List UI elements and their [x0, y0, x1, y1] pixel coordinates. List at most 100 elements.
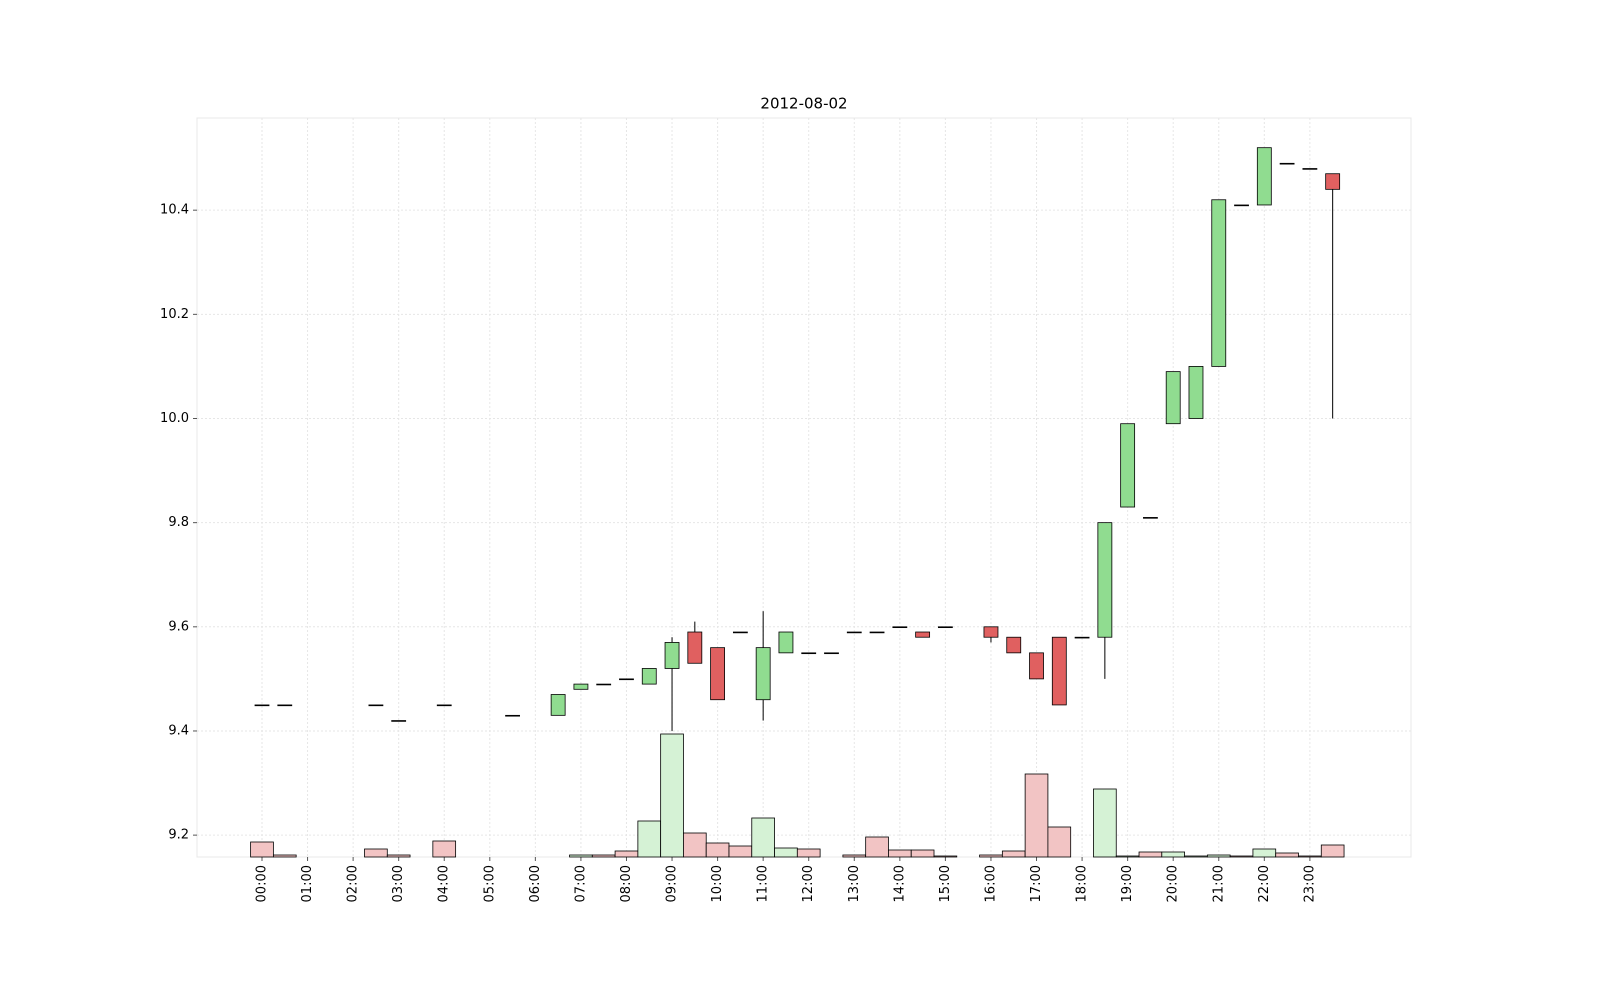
- volume-bar: [933, 855, 958, 858]
- volume-bar: [683, 832, 707, 858]
- candle-body: [1143, 517, 1158, 519]
- volume-bar: [1298, 855, 1322, 858]
- volume-bar: [705, 842, 730, 858]
- x-tick-label: 20:00: [1166, 865, 1181, 902]
- y-tick-label: 9.4: [168, 723, 189, 738]
- x-tick-label: 10:00: [710, 865, 725, 902]
- volume-bar: [979, 854, 1003, 858]
- candle-body: [892, 626, 908, 629]
- candle-body: [436, 704, 452, 707]
- x-tick-label: 22:00: [1257, 865, 1272, 902]
- candle-body: [1211, 199, 1227, 367]
- volume-bar: [910, 849, 935, 858]
- volume-bar: [1320, 844, 1345, 858]
- candle-body: [254, 704, 270, 707]
- candle-body: [391, 720, 407, 722]
- volume-bar: [364, 848, 388, 858]
- candle-body: [732, 631, 748, 634]
- candle-body: [846, 631, 862, 634]
- x-tick-label: 02:00: [346, 865, 361, 902]
- candle-body: [710, 647, 725, 701]
- candle-body: [1256, 147, 1272, 206]
- volume-bar: [1206, 854, 1231, 858]
- x-tick-label: 16:00: [983, 865, 998, 902]
- x-tick-label: 05:00: [482, 865, 497, 902]
- candle-body: [915, 631, 931, 638]
- volume-bar: [432, 840, 457, 858]
- x-tick-label: 18:00: [1075, 865, 1090, 902]
- volume-bar: [660, 733, 684, 858]
- candle-body: [619, 678, 634, 681]
- x-tick-label: 08:00: [619, 865, 634, 902]
- y-tick-label: 10.0: [160, 411, 189, 426]
- volume-bar: [250, 841, 274, 858]
- x-tick-label: 14:00: [892, 865, 907, 902]
- candle-body: [869, 631, 885, 634]
- x-tick-label: 06:00: [528, 865, 543, 902]
- x-tick-label: 23:00: [1302, 865, 1317, 902]
- y-tick-label: 9.8: [168, 515, 189, 530]
- plot-frame: [196, 117, 1412, 858]
- volume-bar: [569, 854, 593, 858]
- candle-body: [778, 631, 794, 654]
- candle-body: [1279, 162, 1295, 165]
- volume-bar: [1252, 848, 1277, 858]
- volume-bar: [1229, 855, 1254, 858]
- x-tick-label: 11:00: [756, 865, 771, 902]
- x-tick-label: 19:00: [1120, 865, 1135, 902]
- volume-bar: [386, 854, 411, 858]
- x-tick-label: 09:00: [665, 865, 680, 902]
- volume-bar: [842, 854, 867, 858]
- candle-body: [938, 626, 953, 629]
- x-tick-label: 01:00: [300, 865, 315, 902]
- volume-bar: [865, 836, 889, 858]
- candle-body: [664, 642, 680, 669]
- volume-bar: [751, 817, 775, 858]
- candle-body: [687, 631, 703, 664]
- volume-bar: [1047, 826, 1072, 858]
- volume-bar: [1093, 788, 1117, 858]
- candle-body: [368, 704, 384, 707]
- volume-bar: [591, 854, 616, 858]
- candle-body: [596, 683, 612, 686]
- volume-bar: [728, 845, 753, 858]
- x-tick-label: 17:00: [1029, 865, 1044, 902]
- candle-body: [1006, 636, 1022, 654]
- candle-body: [824, 652, 839, 655]
- candle-body: [1188, 366, 1204, 419]
- volume-bar: [796, 848, 821, 858]
- candle-body: [573, 683, 589, 690]
- candle-body: [1302, 168, 1318, 170]
- volume-bar: [1161, 851, 1185, 858]
- candle-body: [801, 652, 817, 655]
- candle-body: [983, 626, 999, 638]
- candle-body: [1097, 522, 1113, 638]
- y-tick-label: 9.6: [168, 619, 189, 634]
- volume-bar: [272, 854, 297, 858]
- x-tick-label: 04:00: [437, 865, 452, 902]
- x-tick-label: 07:00: [573, 865, 588, 902]
- candle-body: [641, 668, 657, 685]
- volume-bar: [1001, 850, 1026, 858]
- volume-bar: [1024, 773, 1049, 858]
- candle-body: [1234, 204, 1249, 207]
- candle-body: [1051, 636, 1067, 706]
- x-tick-label: 13:00: [847, 865, 862, 902]
- y-tick-label: 10.2: [160, 307, 189, 322]
- volume-bar: [1138, 851, 1163, 858]
- x-tick-label: 21:00: [1211, 865, 1226, 902]
- volume-bar: [637, 820, 662, 858]
- candle-body: [1120, 423, 1136, 508]
- y-tick-label: 9.2: [168, 828, 189, 843]
- volume-bar: [1184, 855, 1208, 858]
- y-tick-label: 10.4: [160, 203, 189, 218]
- volume-bar: [614, 850, 639, 858]
- candle-body: [1029, 652, 1044, 680]
- candle-body: [277, 704, 293, 707]
- x-tick-label: 12:00: [801, 865, 816, 902]
- x-tick-label: 00:00: [255, 865, 270, 902]
- x-tick-label: 03:00: [391, 865, 406, 902]
- candle-body: [755, 647, 771, 701]
- candle-body: [550, 694, 566, 716]
